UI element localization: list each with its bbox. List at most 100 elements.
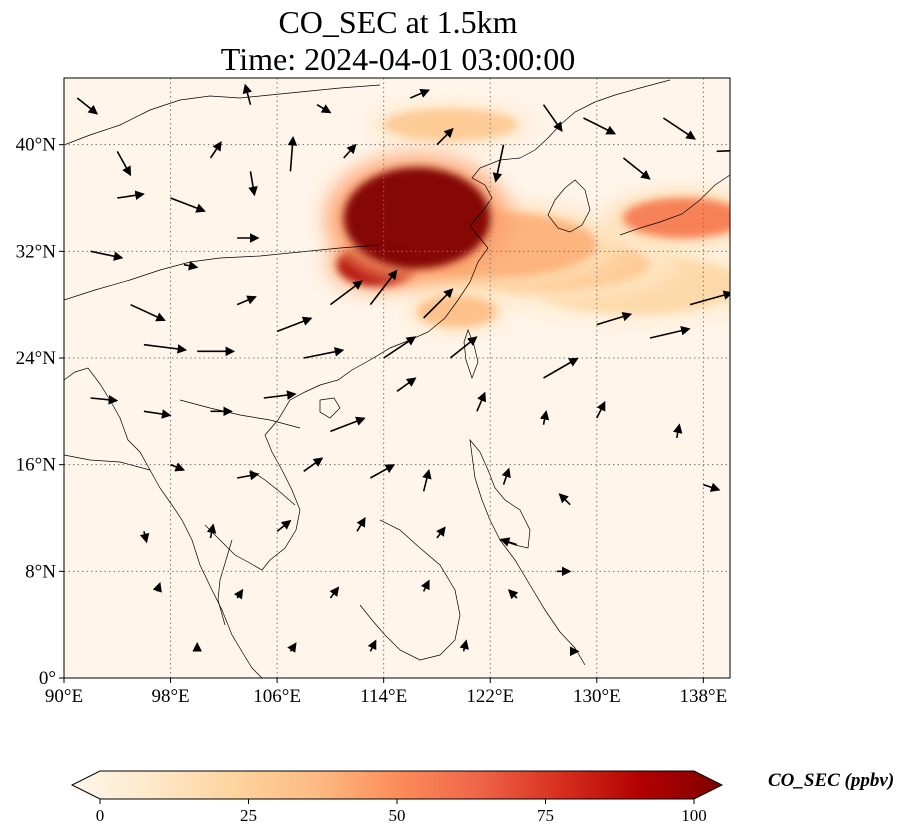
lon-tick-label: 106°E: [253, 686, 301, 707]
wind-arrow: [662, 117, 696, 140]
wind-arrow: [383, 336, 417, 359]
wind-arrow: [436, 127, 454, 146]
lat-tick-label: 16°N: [16, 455, 57, 476]
wind-arrow: [703, 482, 721, 492]
lon-tick-label: 98°E: [151, 686, 189, 707]
wind-arrow: [596, 312, 633, 326]
wind-arrow: [673, 423, 683, 439]
wind-arrow: [596, 400, 606, 419]
wind-arrow: [276, 316, 313, 333]
coastlines: [64, 79, 730, 678]
wind-arrow: [276, 519, 292, 532]
wind-arrow: [492, 144, 505, 183]
wind-arrow: [236, 295, 257, 306]
wind-arrow: [499, 537, 518, 547]
map-area: [64, 78, 730, 678]
wind-arrow: [396, 377, 417, 392]
wind-arrow: [356, 516, 366, 532]
wind-arrow: [248, 171, 258, 197]
lon-tick-label: 138°E: [680, 686, 728, 707]
wind-arrow: [369, 464, 396, 479]
lon-tick-label: 130°E: [573, 686, 621, 707]
wind-arrow: [436, 526, 446, 539]
colorbar-tick-label: 75: [537, 806, 554, 825]
wind-arrow: [558, 493, 571, 506]
wind-arrow: [263, 390, 297, 400]
wind-arrow: [303, 347, 345, 359]
colorbar: 0 25 50 75 100: [70, 770, 724, 825]
wind-arrow: [242, 83, 252, 105]
wind-arrow: [76, 97, 99, 115]
wind-arrow: [117, 190, 145, 201]
gridlines: [64, 78, 730, 678]
wind-arrow: [170, 462, 186, 472]
colorbar-tick-label: 25: [240, 806, 257, 825]
wind-arrow: [139, 531, 150, 544]
wind-arrow: [90, 250, 124, 261]
wind-arrow: [130, 303, 166, 322]
colorbar-title: CO_SEC (ppbv): [768, 770, 895, 791]
wind-arrow: [343, 143, 357, 159]
lat-tick-label: 32°N: [16, 241, 57, 262]
wind-arrow: [542, 104, 563, 132]
wind-arrow: [329, 280, 363, 306]
wind-arrow: [649, 326, 691, 339]
lat-tick-label: 0°: [39, 668, 56, 689]
colorbar-tick-label: 50: [389, 806, 406, 825]
wind-arrow: [689, 290, 730, 306]
wind-arrow: [422, 468, 432, 492]
wind-arrow: [423, 288, 454, 319]
wind-vectors: [76, 83, 730, 657]
wind-arrow: [329, 586, 340, 599]
wind-arrow: [622, 157, 651, 180]
wind-arrow: [501, 467, 511, 485]
wind-arrow: [316, 103, 332, 114]
wind-arrow: [90, 395, 119, 405]
wind-arrow: [367, 639, 377, 652]
axis-ticks: 90°E 98°E 106°E 114°E 122°E 130°E 138°E 0° 8°N 16…: [16, 135, 728, 707]
wind-arrow: [116, 150, 132, 177]
colorbar-gradient: [70, 770, 724, 800]
wind-arrow: [143, 343, 188, 354]
wind-arrow: [287, 135, 298, 172]
lat-tick-label: 8°N: [25, 561, 56, 582]
wind-arrow: [143, 409, 172, 419]
wind-arrow: [420, 579, 430, 592]
colorbar-tick-label: 0: [96, 806, 105, 825]
wind-arrow: [583, 117, 617, 135]
colorbar-ticks: 0 25 50 75 100: [96, 799, 707, 825]
lat-tick-label: 40°N: [16, 135, 57, 156]
colorbar-tick-label: 100: [681, 806, 707, 825]
wind-arrow: [183, 260, 199, 271]
wind-arrow: [543, 357, 579, 379]
field-region: [623, 198, 730, 238]
field-region: [416, 295, 497, 328]
lat-tick-label: 24°N: [16, 348, 57, 369]
co-concentration-field: [325, 104, 730, 332]
wind-arrow: [459, 639, 469, 652]
wind-arrow: [716, 149, 730, 153]
wind-arrow: [237, 470, 260, 481]
field-region: [343, 167, 491, 269]
wind-arrow: [539, 410, 550, 425]
chart-subtitle-time: Time: 2024-04-01 03:00:00: [220, 41, 576, 77]
wind-arrow: [233, 588, 244, 600]
lon-tick-label: 114°E: [360, 686, 407, 707]
map-frame: [63, 77, 731, 679]
wind-arrow: [287, 642, 297, 653]
chart-title: CO_SEC at 1.5km: [278, 4, 518, 40]
wind-arrow: [303, 457, 324, 472]
wind-arrow: [170, 197, 206, 213]
lon-tick-label: 122°E: [466, 686, 514, 707]
wind-arrow: [476, 391, 486, 412]
lon-tick-label: 90°E: [45, 686, 83, 707]
field-region: [383, 108, 517, 141]
wind-arrow: [209, 141, 222, 159]
wind-arrow: [206, 523, 217, 539]
wind-arrow: [152, 582, 162, 593]
wind-arrow: [330, 416, 366, 433]
wind-arrow: [507, 589, 519, 600]
wind-arrow: [449, 336, 478, 359]
wind-arrow: [410, 88, 430, 99]
